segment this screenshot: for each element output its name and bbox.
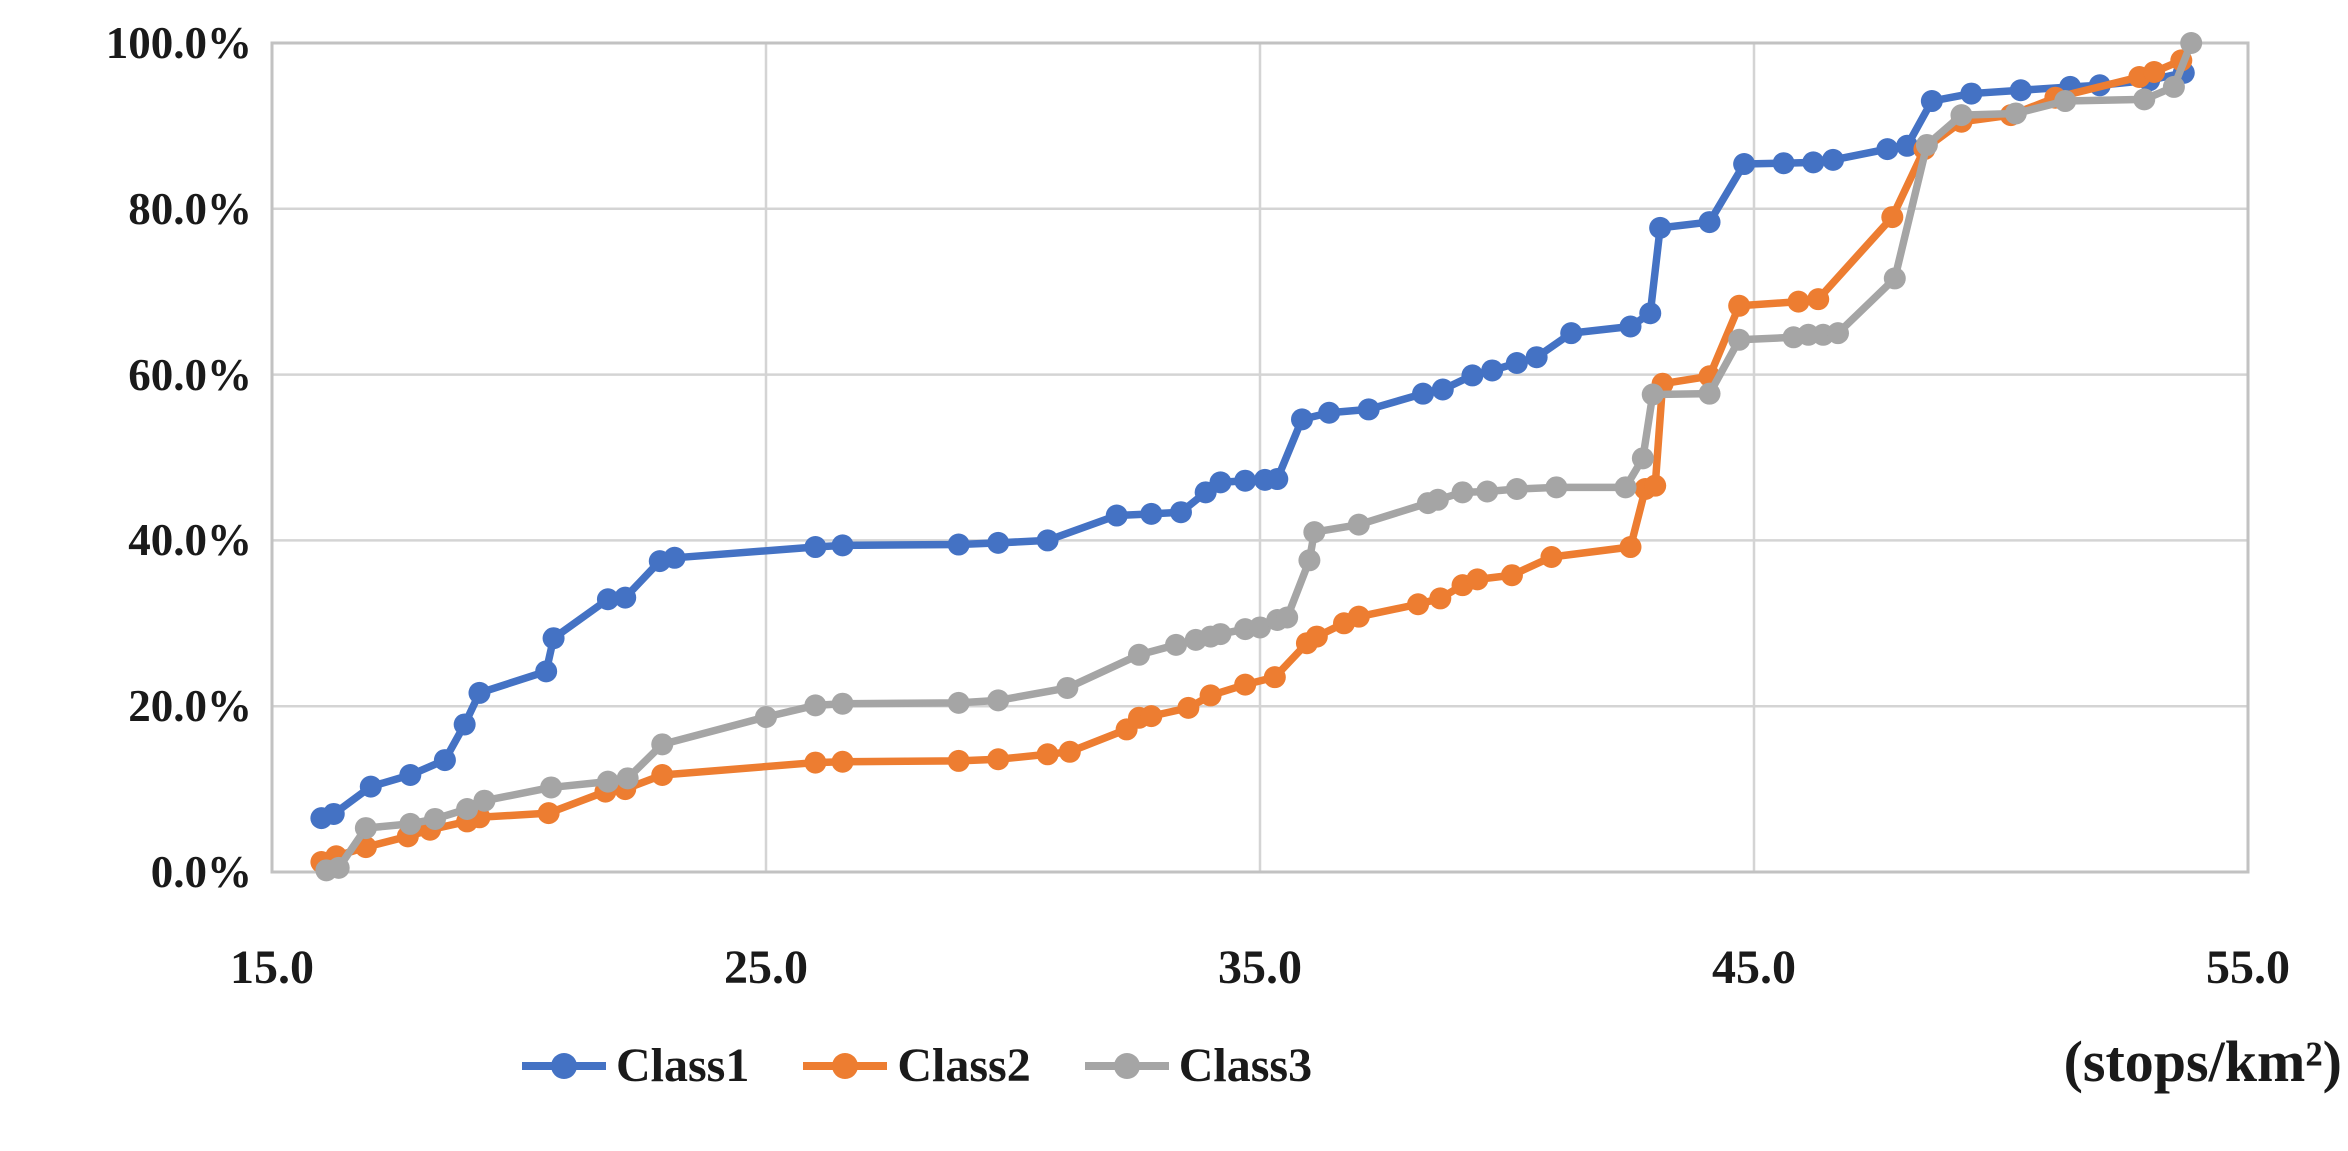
legend-item-class2: Class2	[801, 1038, 1031, 1093]
x-tick-25: 25.0	[724, 941, 808, 994]
x-tick-45: 45.0	[1712, 941, 1796, 994]
legend-label-class1: Class1	[616, 1039, 750, 1092]
legend-label-class3: Class3	[1178, 1039, 1313, 1092]
legend-item-class1: Class1	[520, 1038, 749, 1093]
legend-label-class2: Class2	[897, 1039, 1031, 1092]
x-tick-35: 35.0	[1218, 941, 1302, 994]
y-tick-80: 80.0%	[128, 183, 252, 234]
class1-line-marker-icon	[522, 1052, 606, 1079]
legend: Class1 Class2 Class3	[520, 1038, 1312, 1093]
y-tick-0: 0.0%	[150, 847, 252, 897]
y-tick-40: 40.0%	[128, 515, 252, 566]
class3-line-marker-icon	[1084, 1052, 1169, 1079]
y-tick-100: 100.0%	[105, 18, 252, 68]
y-tick-20: 20.0%	[128, 681, 252, 732]
legend-item-class3: Class3	[1083, 1038, 1312, 1093]
x-tick-55: 55.0	[2206, 941, 2290, 994]
y-tick-60: 60.0%	[128, 349, 252, 400]
class2-line-marker-icon	[803, 1052, 888, 1079]
x-axis-unit-label: (stops/km²)	[2063, 1029, 2342, 1094]
x-tick-15: 15.0	[230, 941, 314, 994]
